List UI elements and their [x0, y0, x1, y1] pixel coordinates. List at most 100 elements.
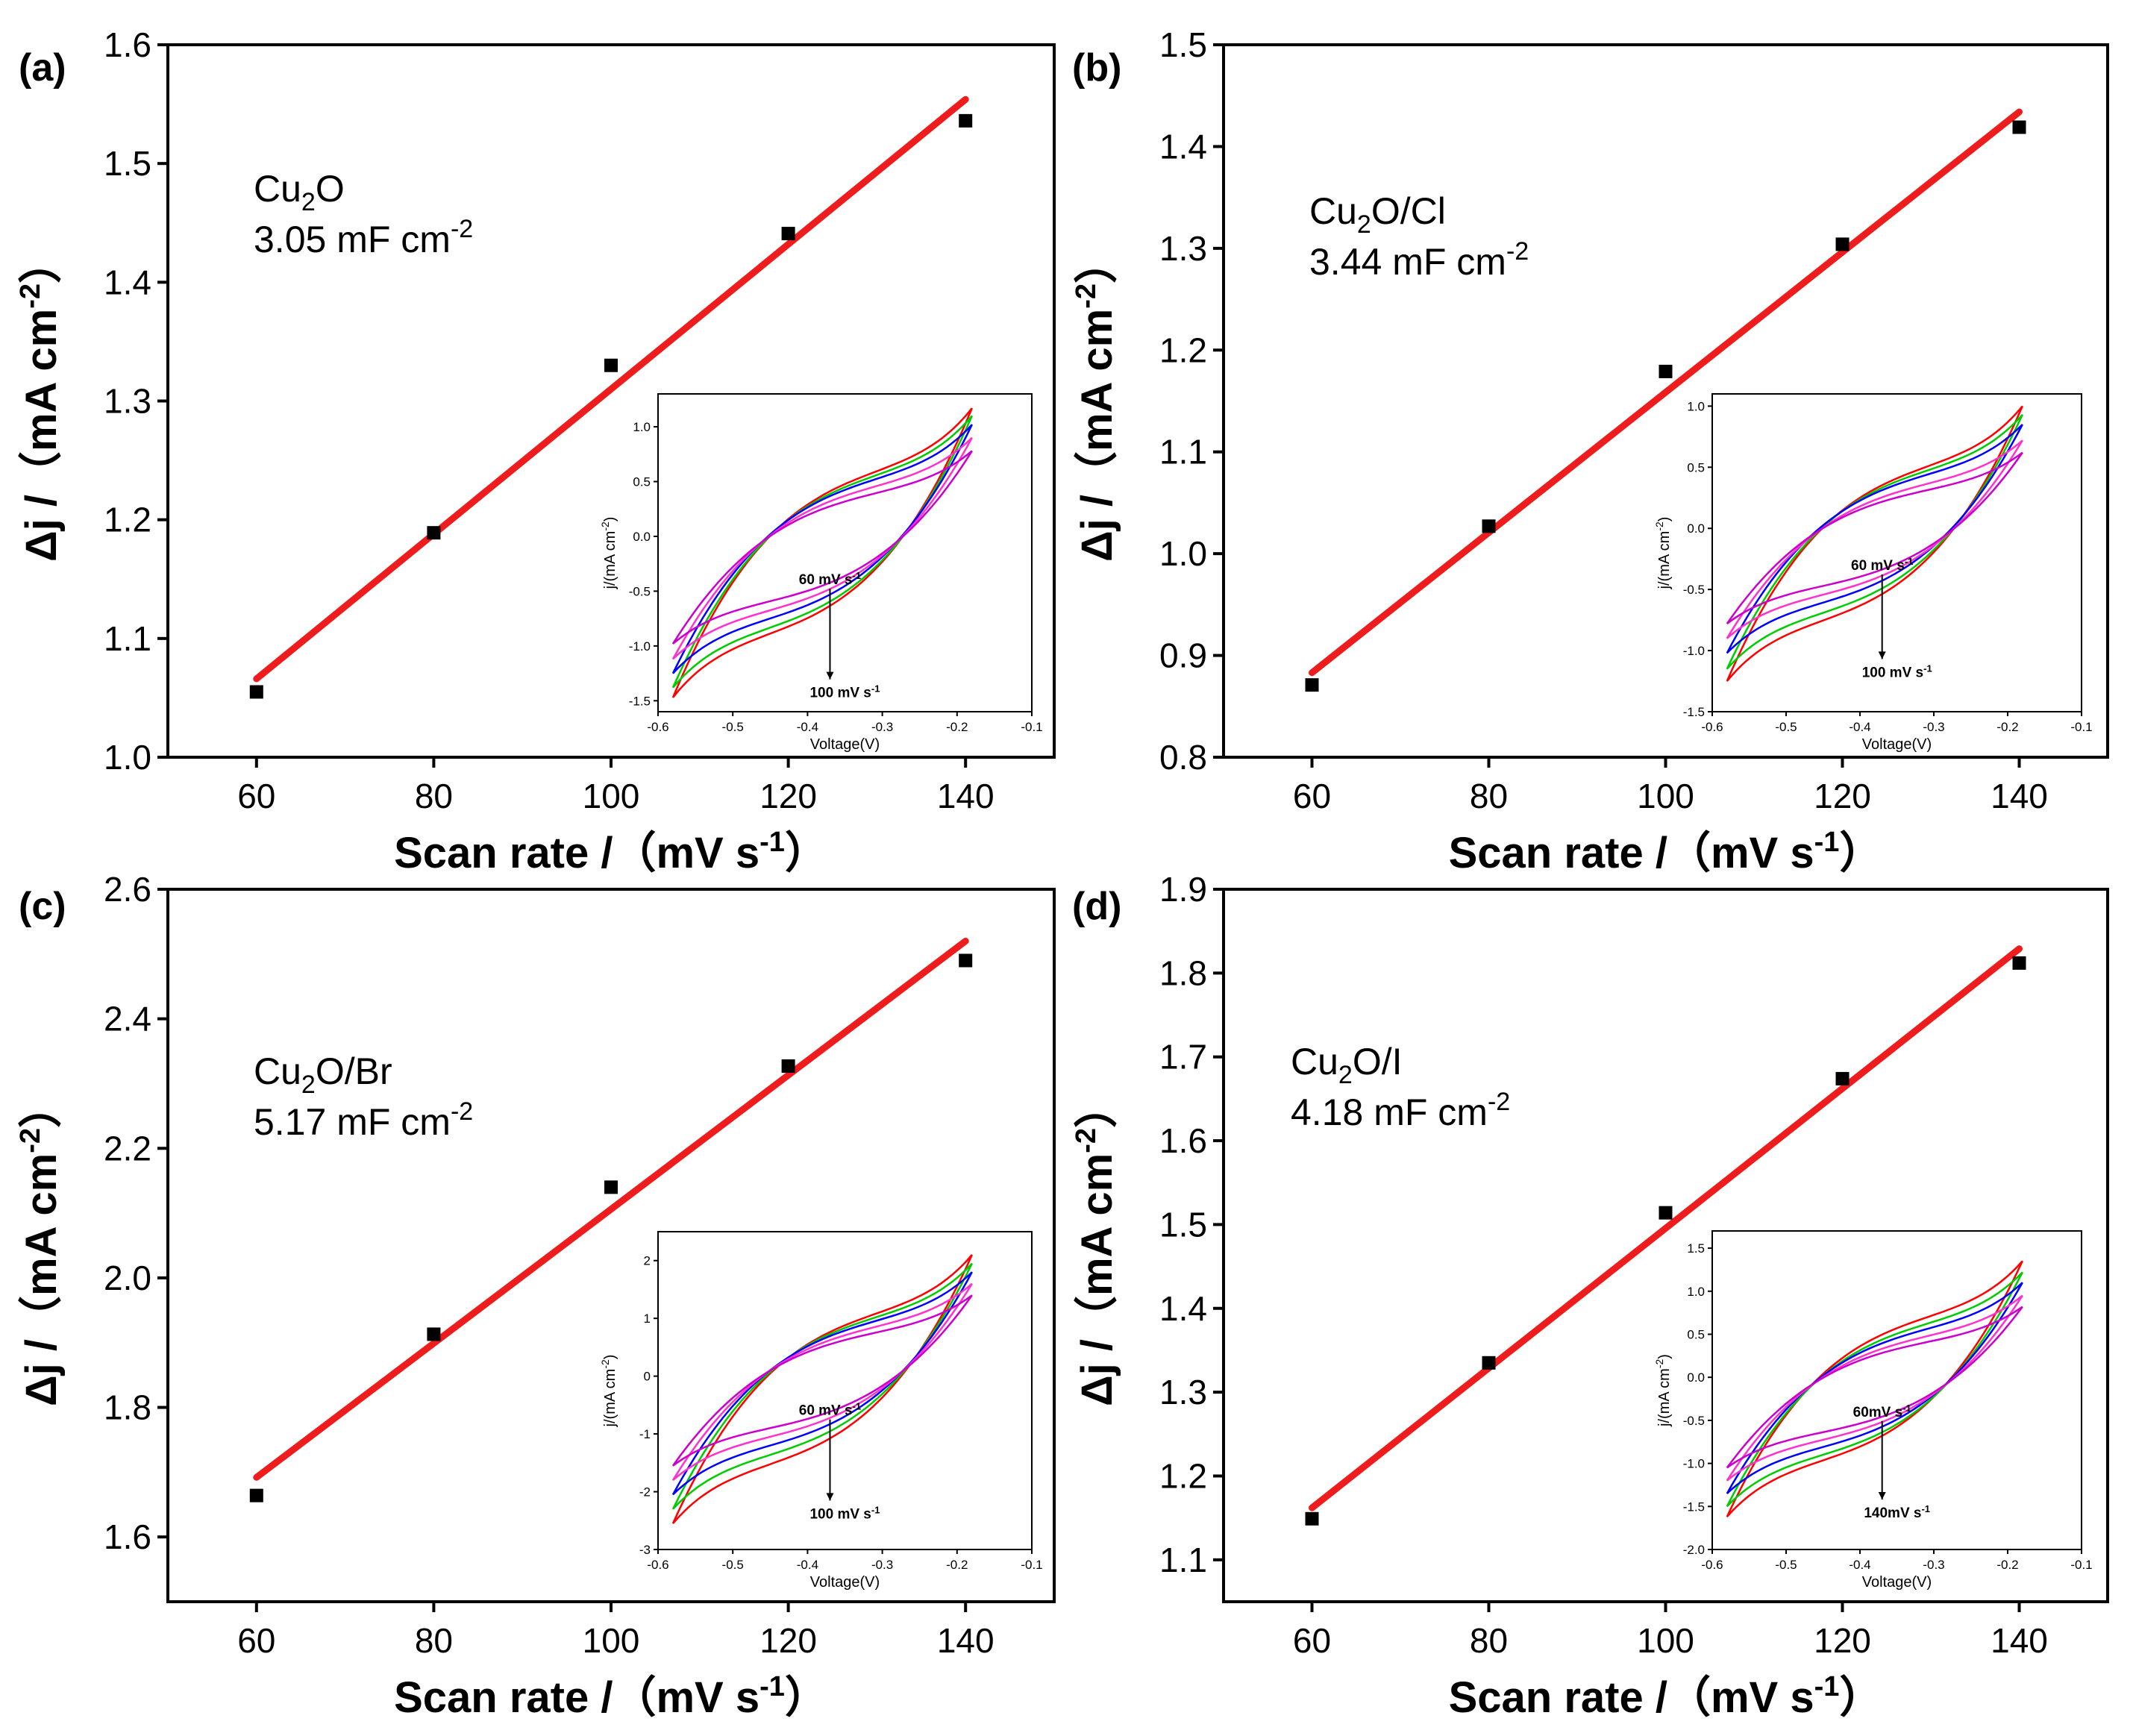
- text-part: -1.0: [1683, 644, 1705, 658]
- inset-y-axis-label: j/(mA cm-2): [599, 517, 618, 590]
- y-tick-label: 1.4: [104, 263, 151, 301]
- text-part: 1.1: [1159, 1541, 1207, 1579]
- capacitance-label: 3.44 mF cm-2: [1309, 237, 1529, 283]
- panel-d: 60 80 100 120 140 1.1 1.2 1.3 1.4 1.5 1.6 1.7 1.8 1.9…: [1071, 870, 2109, 1722]
- inset-y-tick-label: 1.0: [1687, 399, 1705, 413]
- text-part: -1: [853, 570, 862, 581]
- inset-y-tick-label: 0.0: [633, 530, 651, 544]
- text-part: -1.5: [1683, 705, 1705, 719]
- inset-y-axis-label: j/(mA cm-2): [1653, 1354, 1673, 1427]
- y-tick-label: 1.1: [104, 619, 151, 658]
- text-part: j/(mA cm: [1656, 531, 1673, 590]
- y-tick-label: 1.2: [104, 501, 151, 539]
- cv-curve: [1726, 1282, 2023, 1494]
- text-part: -0.5: [722, 720, 744, 734]
- text-part: 1.5: [1159, 1205, 1207, 1244]
- text-part: 2.4: [104, 1000, 151, 1038]
- text-part: ): [602, 1355, 618, 1360]
- y-axis-label: Δj /（mA cm-2）: [15, 1085, 66, 1406]
- y-tick-label: 1.5: [1159, 25, 1207, 64]
- arrow-head: [1878, 651, 1886, 659]
- text-part: 120: [1814, 1621, 1871, 1660]
- y-tick-label: 1.5: [1159, 1205, 1207, 1244]
- inset-x-tick-label: -0.6: [1701, 1558, 1723, 1572]
- text-part: 4.18 mF cm: [1291, 1091, 1488, 1133]
- text-part: 100: [1637, 777, 1694, 815]
- text-part: 1.5: [1687, 1241, 1705, 1256]
- text-part: Δj /（mA cm: [1073, 1153, 1121, 1406]
- inset-x-tick-label: -0.4: [797, 720, 818, 734]
- inset-x-tick-label: -0.1: [1021, 1558, 1042, 1572]
- text-part: -2: [15, 283, 46, 309]
- cv-curve: [1726, 1306, 2023, 1469]
- text-part: -0.6: [647, 1558, 668, 1572]
- text-part: -2: [1488, 1088, 1510, 1116]
- text-part: 1.1: [104, 619, 151, 658]
- inset-x-tick-label: -0.5: [1775, 1558, 1797, 1572]
- text-part: 1.5: [1159, 25, 1207, 64]
- inset-x-tick-label: -0.4: [1849, 720, 1870, 734]
- text-part: 120: [759, 777, 817, 815]
- inset-frame: [1711, 393, 2082, 712]
- inset-y-axis-label: j/(mA cm-2): [1653, 517, 1673, 590]
- text-part: -1: [1902, 1403, 1911, 1414]
- text-part: -1.5: [629, 694, 651, 708]
- text-part: 100 mV s: [1862, 665, 1923, 680]
- text-part: -0.1: [2070, 1558, 2092, 1572]
- text-part: 1.8: [104, 1388, 151, 1427]
- inset-y-tick-label: 0.5: [1687, 1327, 1705, 1341]
- text-part: -0.6: [647, 720, 668, 734]
- text-part: -0.4: [1849, 720, 1870, 734]
- text-part: ）: [17, 240, 66, 283]
- y-tick-label: 1.3: [1159, 1373, 1207, 1411]
- data-point: [781, 1059, 795, 1074]
- x-tick-label: 140: [1991, 1621, 2048, 1660]
- inset-y-axis-label: j/(mA cm-2): [599, 1355, 618, 1428]
- text-part: -2: [15, 1128, 46, 1153]
- text-part: Cu: [1309, 190, 1357, 232]
- text-part: 60: [1293, 1621, 1331, 1660]
- inset-x-axis-label: Voltage(V): [1862, 1574, 1932, 1591]
- text-part: -2: [451, 215, 473, 243]
- inset-y-tick-label: 1.0: [633, 420, 651, 434]
- y-axis-label: Δj /（mA cm-2）: [1071, 1085, 1121, 1406]
- capacitance-label: 5.17 mF cm-2: [254, 1097, 473, 1143]
- text-part: -1: [759, 1671, 785, 1702]
- arrow-start-label: 60mV s-1: [1853, 1403, 1911, 1420]
- text-part: 1.0: [104, 738, 151, 777]
- text-part: -0.4: [1849, 1558, 1870, 1572]
- text-part: 1.0: [1159, 534, 1207, 573]
- y-tick-label: 1.3: [1159, 229, 1207, 268]
- x-tick-label: 80: [1470, 1621, 1508, 1660]
- cv-curve: [671, 424, 973, 674]
- inset-x-axis-label: Voltage(V): [810, 1574, 880, 1591]
- arrow-end-label: 100 mV s-1: [1862, 662, 1932, 680]
- text-part: -0.4: [797, 720, 818, 734]
- text-part: -1: [639, 1427, 651, 1441]
- x-axis-label: Scan rate /（mV s-1）: [394, 1671, 828, 1722]
- inset-x-tick-label: -0.3: [871, 1558, 893, 1572]
- text-part: 140: [1991, 1621, 2048, 1660]
- fit-line: [1309, 945, 2023, 1511]
- inset-x-tick-label: -0.3: [1923, 1558, 1944, 1572]
- text-part: 60mV s: [1853, 1405, 1903, 1420]
- data-point: [249, 685, 263, 699]
- y-tick-label: 1.0: [1159, 534, 1207, 573]
- text-part: -0.5: [1775, 720, 1797, 734]
- text-part: 80: [1470, 1621, 1508, 1660]
- arrow-head: [826, 671, 834, 680]
- data-point: [1482, 519, 1496, 533]
- text-part: -1.5: [1683, 1500, 1705, 1514]
- inset-x-tick-label: -0.4: [1849, 1558, 1870, 1572]
- text-part: 2: [301, 1071, 316, 1099]
- y-tick-label: 1.4: [1159, 1289, 1207, 1328]
- inset-x-tick-label: -0.5: [722, 720, 744, 734]
- text-part: -0.5: [629, 584, 651, 598]
- text-part: -1: [1923, 662, 1932, 674]
- inset-cv-plot: -0.6 -0.5 -0.4 -0.3 -0.2 -0.1 -3 -2 -1 0 1 2 Voltage…: [599, 1231, 1043, 1591]
- inset-y-tick-label: 1: [644, 1312, 651, 1326]
- text-part: -1.0: [1683, 1457, 1705, 1471]
- text-part: -2: [1071, 1128, 1102, 1153]
- text-part: Voltage(V): [810, 1574, 880, 1591]
- data-point: [1305, 678, 1319, 692]
